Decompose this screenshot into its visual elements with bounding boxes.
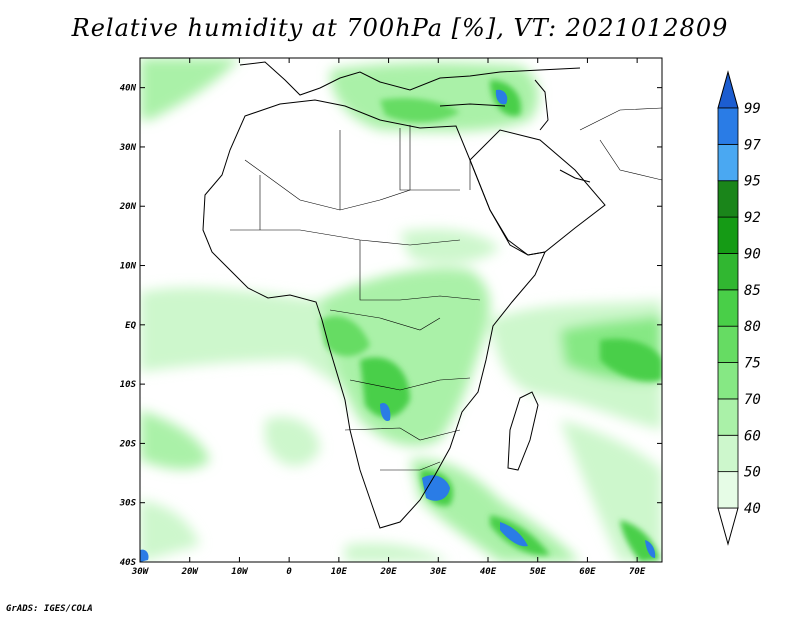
colorbar-level-label: 70 — [744, 392, 761, 408]
colorbar-level-label: 95 — [744, 174, 761, 190]
colorbar-box — [717, 143, 739, 182]
coastlines — [202, 61, 606, 529]
colorbar-box — [717, 216, 739, 254]
colorbar-level-label: 40 — [744, 501, 761, 517]
latitude-axis: 40N 30N 20N 10N EQ 10S 20S 30S 40S — [119, 84, 662, 568]
lat-tick-label: 10N — [120, 262, 137, 272]
colorbar-level-label: 60 — [744, 428, 761, 444]
lon-tick-label: 70E — [629, 567, 646, 577]
lat-tick-label: 30S — [119, 499, 137, 509]
lat-tick-label: EQ — [125, 321, 136, 331]
lon-tick-label: 50E — [530, 567, 547, 577]
lat-tick-label: 40N — [120, 84, 137, 94]
colorbar-level-label: 80 — [744, 319, 761, 335]
colorbar-level-label: 85 — [744, 283, 761, 299]
country-borders — [230, 107, 662, 471]
colorbar-box — [717, 107, 739, 145]
colorbar-level-label: 75 — [744, 356, 761, 372]
colorbar-min-arrow — [717, 507, 739, 546]
humidity-shading-saturated — [140, 89, 656, 562]
lat-tick-label: 40S — [120, 558, 137, 568]
lon-tick-label: 20W — [181, 567, 200, 577]
credit-label: GrADS: IGES/COLA — [6, 604, 93, 614]
lon-tick-label: 30W — [131, 567, 150, 577]
colorbar-max-arrow — [717, 70, 739, 109]
map-title: Relative humidity at 700hPa [%], VT: 202… — [71, 14, 729, 42]
colorbar-box — [717, 180, 739, 218]
map-frame — [139, 57, 663, 563]
colorbar-level-label: 50 — [744, 465, 761, 481]
lon-tick-label: 20E — [379, 567, 397, 577]
colorbar-box — [717, 398, 739, 436]
colorbar-level-label: 97 — [744, 137, 761, 153]
colorbar-box — [717, 253, 739, 291]
colorbar-box — [717, 434, 739, 473]
lat-tick-label: 10S — [120, 380, 137, 390]
colorbar-box — [717, 362, 739, 400]
lon-tick-label: 10W — [231, 567, 249, 577]
colorbar-level-label: 99 — [744, 101, 761, 117]
lat-tick-label: 20N — [119, 202, 137, 212]
colorbar-box — [717, 471, 739, 509]
colorbar: 40 50 60 70 75 80 85 90 92 95 97 99 — [717, 70, 761, 546]
colorbar-box — [717, 289, 739, 327]
humidity-field — [140, 58, 662, 562]
lon-tick-label: 40E — [480, 567, 497, 577]
lat-tick-label: 30N — [119, 143, 137, 153]
lon-tick-label: 60E — [579, 567, 596, 577]
lon-tick-label: 10E — [331, 567, 348, 577]
lon-tick-label: 30E — [429, 567, 447, 577]
colorbar-level-label: 90 — [744, 246, 761, 262]
colorbar-level-label: 92 — [744, 210, 761, 226]
longitude-axis: 30W 20W 10W 0 10E 20E 30E 40E 50E 60E 70E — [131, 58, 646, 577]
colorbar-box — [717, 325, 739, 363]
lon-tick-label: 0 — [286, 567, 292, 577]
lat-tick-label: 20S — [119, 439, 137, 449]
